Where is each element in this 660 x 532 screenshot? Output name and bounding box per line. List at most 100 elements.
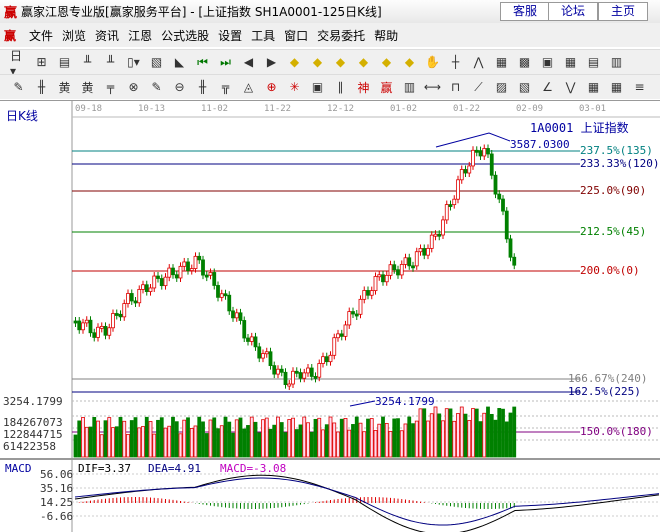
toolbar-tool-icon[interactable]: ⟋ bbox=[474, 79, 483, 94]
toolbar-tool-icon[interactable]: 日▾ bbox=[10, 48, 23, 78]
candle-body bbox=[504, 210, 509, 240]
menu-file[interactable]: 文件 bbox=[29, 28, 54, 43]
candle-body bbox=[298, 372, 303, 379]
volume-bar bbox=[167, 425, 172, 458]
gann-line-label: 237.5%(135) bbox=[580, 144, 653, 157]
toolbar-tool-icon[interactable]: ⏭ bbox=[220, 54, 231, 69]
toolbar-tool-icon[interactable]: ▥ bbox=[610, 55, 623, 69]
toolbar-tool-icon[interactable]: ▦ bbox=[564, 55, 577, 69]
toolbar-tool-icon[interactable]: ◬ bbox=[243, 80, 254, 94]
toolbar-tool-icon[interactable]: ⊗ bbox=[128, 80, 139, 94]
toolbar-tool-icon[interactable]: ▤ bbox=[58, 55, 71, 69]
toolbar-tool-icon[interactable]: ╫ bbox=[198, 80, 207, 94]
toolbar-tool-icon[interactable]: ◆ bbox=[335, 55, 346, 69]
home-button[interactable]: 主页 bbox=[598, 2, 648, 21]
toolbar-tool-icon[interactable]: ⋀ bbox=[473, 55, 484, 69]
toolbar-tool-icon[interactable]: ▨ bbox=[495, 80, 508, 94]
toolbar-tool-icon[interactable]: ▯▾ bbox=[127, 55, 140, 69]
toolbar-tool-icon[interactable]: 神 bbox=[357, 80, 370, 95]
toolbar-tool-icon[interactable]: ╨ bbox=[83, 55, 92, 69]
candle-body bbox=[512, 256, 517, 266]
toolbar-tool-icon[interactable]: 黄 bbox=[58, 80, 71, 95]
toolbar-tool-icon[interactable]: ◆ bbox=[289, 55, 300, 69]
toolbar-tool-icon[interactable]: ◣ bbox=[174, 55, 185, 69]
toolbar-tool-icon[interactable]: ◀ bbox=[243, 55, 254, 69]
volume-bar bbox=[433, 406, 438, 458]
toolbar-tool-icon[interactable]: ◆ bbox=[312, 55, 323, 69]
candle-body bbox=[497, 193, 502, 200]
toolbar-tool-icon[interactable]: ▦ bbox=[495, 55, 508, 69]
volume-bar bbox=[148, 421, 153, 458]
toolbar-tool-icon[interactable]: 黄 bbox=[81, 80, 94, 95]
candle-body bbox=[392, 264, 397, 271]
volume-bar bbox=[403, 423, 408, 458]
service-button[interactable]: 客服 bbox=[500, 2, 550, 21]
menu-help[interactable]: 帮助 bbox=[374, 28, 399, 43]
date-tick: 02-09 bbox=[516, 104, 544, 114]
candle-body bbox=[118, 313, 123, 318]
date-tick: 01-22 bbox=[453, 104, 481, 114]
date-tick: 10-13 bbox=[138, 104, 166, 114]
toolbar-tool-icon[interactable]: ⟷ bbox=[423, 80, 442, 94]
toolbar-tool-icon[interactable]: ▩ bbox=[518, 55, 531, 69]
toolbar-tool-icon[interactable]: ▣ bbox=[541, 55, 554, 69]
candle-body bbox=[114, 313, 119, 316]
toolbar-tool-icon[interactable]: 赢 bbox=[380, 80, 393, 95]
toolbar-tool-icon[interactable]: ✎ bbox=[151, 80, 162, 94]
toolbar-tool-icon[interactable]: ▦ bbox=[610, 80, 623, 94]
toolbar-tool-icon[interactable]: ▶ bbox=[266, 55, 277, 69]
toolbar-tool-icon[interactable]: ◆ bbox=[404, 55, 415, 69]
toolbar-tool-icon[interactable]: ◆ bbox=[381, 55, 392, 69]
toolbar-tool-icon[interactable]: ⊕ bbox=[266, 80, 277, 94]
volume-bar bbox=[508, 412, 513, 458]
toolbar-tool-icon[interactable]: ▧ bbox=[150, 55, 163, 69]
candle-body bbox=[171, 267, 175, 276]
toolbar-tool-icon[interactable]: ✎ bbox=[13, 80, 24, 94]
menu-window[interactable]: 窗口 bbox=[284, 28, 309, 43]
toolbar-tool-icon[interactable]: ∠ bbox=[542, 80, 553, 94]
volume-bar bbox=[504, 421, 509, 458]
volume-bar bbox=[459, 406, 464, 458]
toolbar-tool-icon[interactable]: ⊓ bbox=[450, 80, 461, 94]
candle-body bbox=[159, 278, 164, 287]
menu-gann[interactable]: 江恩 bbox=[128, 28, 153, 43]
candle-body bbox=[396, 269, 400, 276]
toolbar-tool-icon[interactable]: ∥ bbox=[337, 80, 344, 94]
toolbar-tool-icon[interactable]: ⊞ bbox=[36, 55, 47, 69]
toolbar-tool-icon[interactable]: ╨ bbox=[106, 55, 115, 69]
candle-body bbox=[471, 149, 475, 167]
toolbar-tool-icon[interactable]: ≡ bbox=[634, 80, 645, 94]
toolbar-tool-icon[interactable]: ╦ bbox=[221, 80, 230, 94]
toolbar-tool-icon[interactable]: ╤ bbox=[106, 80, 115, 94]
volume-bar bbox=[358, 422, 363, 458]
toolbar-tool-icon[interactable]: ▣ bbox=[311, 80, 324, 94]
toolbar-tool-icon[interactable]: ▥ bbox=[403, 80, 416, 94]
menu-settings[interactable]: 设置 bbox=[218, 28, 243, 43]
menu-trade[interactable]: 交易委托 bbox=[317, 28, 366, 43]
toolbar-tool-icon[interactable]: ╫ bbox=[37, 80, 46, 94]
volume-bar bbox=[114, 426, 119, 458]
toolbar-tool-icon[interactable]: ⋁ bbox=[565, 80, 576, 94]
volume-bar bbox=[388, 430, 393, 458]
menu-browse[interactable]: 浏览 bbox=[62, 28, 87, 43]
toolbar-tool-icon[interactable]: ⏮ bbox=[197, 54, 208, 69]
candle-body bbox=[219, 293, 224, 298]
toolbar-tool-icon[interactable]: ✳ bbox=[289, 80, 300, 94]
toolbar-tool-icon[interactable]: ⊖ bbox=[174, 80, 185, 94]
volume-bar bbox=[171, 416, 175, 458]
toolbar-tool-icon[interactable]: ▤ bbox=[587, 55, 600, 69]
toolbar-tool-icon[interactable]: ┼ bbox=[451, 55, 460, 69]
volume-bar bbox=[264, 417, 269, 458]
candle-body bbox=[493, 174, 498, 195]
menu-formula[interactable]: 公式选股 bbox=[161, 28, 210, 43]
menu-tools[interactable]: 工具 bbox=[251, 28, 276, 43]
toolbar-tool-icon[interactable]: ▧ bbox=[518, 80, 531, 94]
kline-chart[interactable]: 日K线 1A0001 上证指数 3587.0300 3254.1799 3254… bbox=[0, 100, 660, 532]
menu-news[interactable]: 资讯 bbox=[95, 28, 120, 43]
toolbar-tool-icon[interactable]: ◆ bbox=[358, 55, 369, 69]
forum-button[interactable]: 论坛 bbox=[548, 2, 598, 21]
toolbar-tool-icon[interactable]: ✋ bbox=[425, 55, 440, 69]
volume-bar bbox=[407, 416, 412, 458]
toolbar-tool-icon[interactable]: ▦ bbox=[587, 80, 600, 94]
macd-tick: -6.66 bbox=[40, 510, 74, 523]
